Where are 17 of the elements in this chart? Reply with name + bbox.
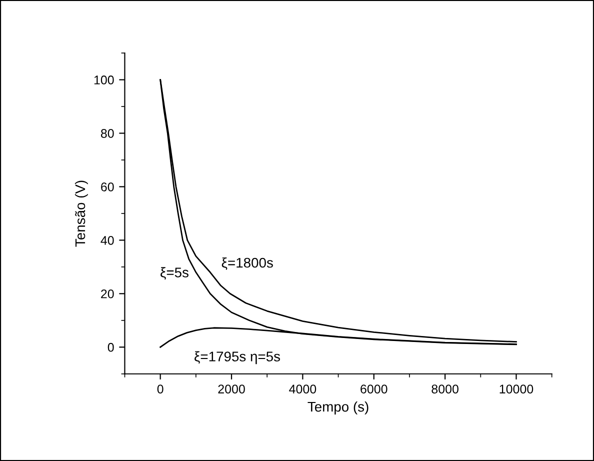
y-tick-label: 80 [100, 129, 114, 138]
y-tick-label: 0 [108, 342, 114, 352]
y-tick-label: 40 [100, 236, 114, 245]
y-axis-title: Tensão (V) [74, 180, 88, 247]
y-tick-label: 20 [101, 289, 114, 298]
x-tick-label: 0 [157, 384, 164, 394]
series-label: ξ=1800s [222, 257, 273, 270]
x-tick-label: 8000 [432, 384, 458, 394]
x-tick-label: 4000 [289, 384, 316, 394]
y-tick-label: 100 [94, 76, 114, 84]
y-tick-label: 60 [101, 182, 114, 192]
x-tick-label: 10000 [500, 384, 534, 394]
series-label: ξ=1795s η=5s [194, 351, 280, 364]
x-tick-label: 6000 [360, 384, 388, 394]
series-label: ξ=5s [160, 267, 188, 280]
x-tick-label: 2000 [218, 384, 245, 394]
x-axis-title: Tempo (s) [308, 401, 368, 414]
